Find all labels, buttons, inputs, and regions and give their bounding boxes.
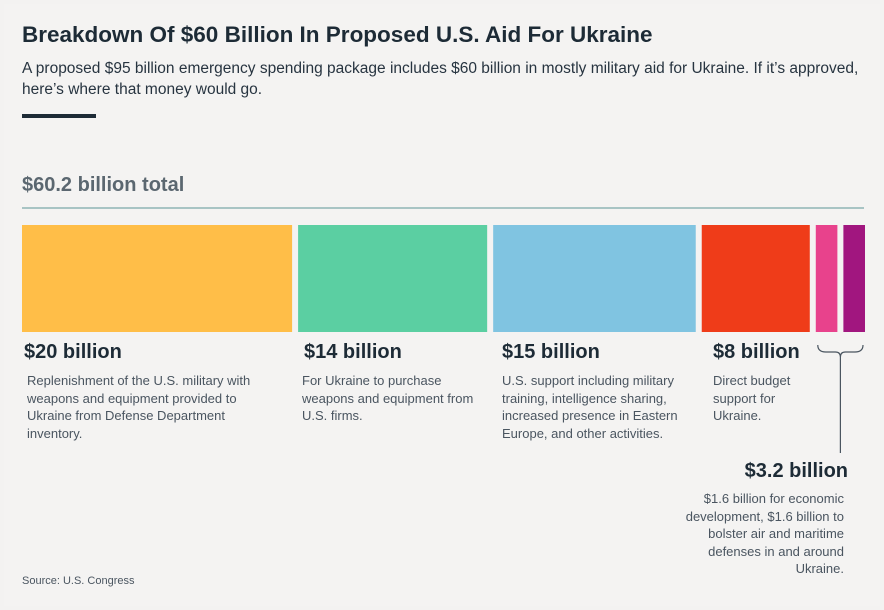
total-divider [22,207,864,209]
title-accent-rule [22,114,96,118]
segment-description: U.S. support including military training… [502,373,678,441]
segment-amount-label: $14 billion [304,341,402,363]
callout-brace [817,344,864,358]
segment-description: Replenishment of the U.S. military with … [27,373,251,441]
segment-description: For Ukraine to purchase weapons and equi… [302,373,474,423]
segment-description: Direct budget support for Ukraine. [713,373,791,423]
chart-title: Breakdown Of $60 Billion In Proposed U.S… [22,22,653,47]
source-note: Source: U.S. Congress [22,575,135,587]
bar-segment [22,225,293,332]
bar-segment [701,225,810,332]
chart-subtitle: A proposed $95 billion emergency spendin… [22,60,859,98]
segment-amount-label: $15 billion [502,341,600,363]
bar-segment [815,225,838,332]
grouped-amount-label: $3.2 billion [744,460,848,482]
bar-segment [298,225,488,332]
grouped-description: $1.6 billion for economic development, $… [685,491,844,576]
bar-segment [493,225,696,332]
segment-amount-label: $20 billion [24,341,122,363]
bar-segment [843,225,865,332]
total-label: $60.2 billion total [22,174,185,196]
segment-amount-label: $8 billion [713,341,800,363]
